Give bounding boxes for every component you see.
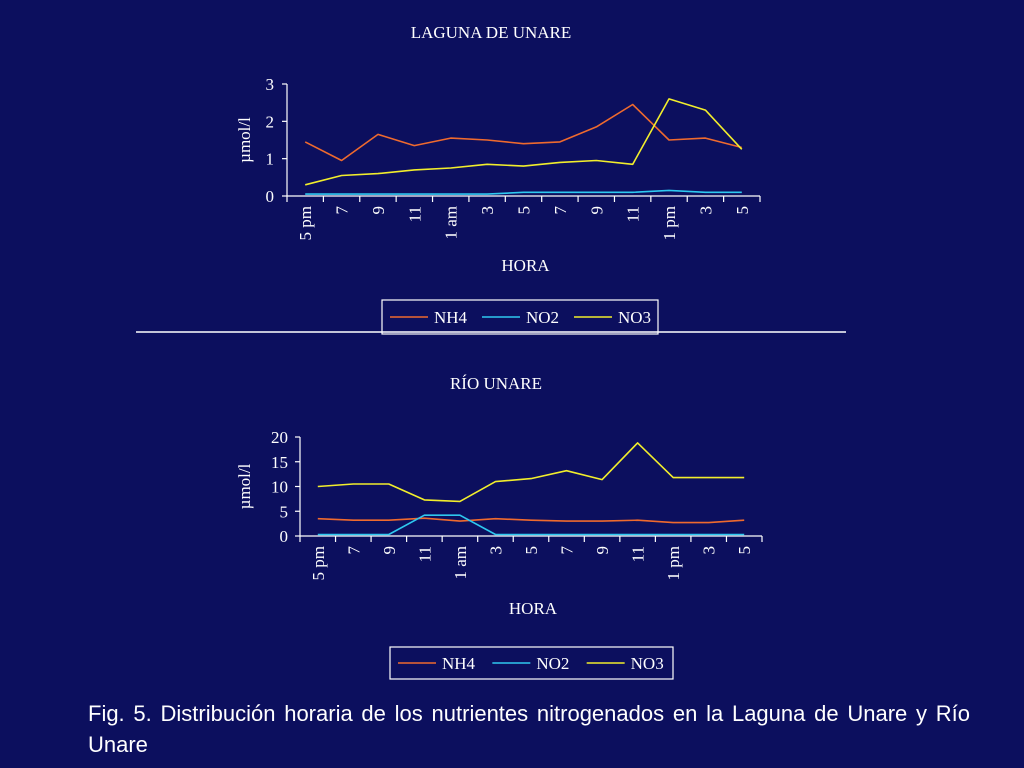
laguna-series-no2-line bbox=[305, 189, 742, 195]
laguna-x-tick-label: 3 bbox=[478, 206, 497, 215]
laguna-y-axis-label: µmol/l bbox=[235, 117, 254, 163]
laguna-x-tick-label: 3 bbox=[696, 206, 715, 215]
rio-x-tick-label: 9 bbox=[593, 546, 612, 555]
rio-x-tick-label: 3 bbox=[700, 546, 719, 555]
rio-x-tick-label: 11 bbox=[415, 546, 434, 562]
laguna-series-no3-line bbox=[305, 98, 743, 186]
laguna-x-tick-label: 5 pm bbox=[296, 206, 315, 240]
rio-y-axis-label: µmol/l bbox=[235, 463, 254, 509]
laguna-chart-title: LAGUNA DE UNARE bbox=[411, 23, 572, 42]
rio-y-tick-label: 20 bbox=[271, 428, 288, 447]
rio-legend-box bbox=[389, 646, 674, 680]
laguna-legend-box bbox=[381, 299, 659, 335]
laguna-x-tick-label: 5 bbox=[733, 206, 752, 215]
rio-series-nh4-line bbox=[317, 517, 745, 524]
rio-y-tick-label: 0 bbox=[280, 527, 289, 546]
laguna-x-tick-label: 5 bbox=[515, 206, 534, 215]
laguna-series-nh4-line bbox=[304, 103, 743, 162]
laguna-legend-label-nh4: NH4 bbox=[434, 308, 468, 327]
rio-x-tick-label: 3 bbox=[486, 546, 505, 555]
rio-y-tick-label: 5 bbox=[280, 502, 289, 521]
rio-x-tick-label: 9 bbox=[380, 546, 399, 555]
rio-y-tick-label: 10 bbox=[271, 478, 288, 497]
figure-caption: Fig. 5. Distribución horaria de los nutr… bbox=[88, 701, 970, 757]
laguna-x-tick-label: 1 am bbox=[442, 206, 461, 240]
laguna-legend-label-no2: NO2 bbox=[526, 308, 559, 327]
laguna-x-tick-label: 1 pm bbox=[660, 206, 679, 240]
laguna-legend-label-no3: NO3 bbox=[618, 308, 651, 327]
laguna-x-tick-label: 7 bbox=[333, 206, 352, 215]
laguna-x-tick-label: 11 bbox=[624, 206, 643, 222]
laguna-y-tick-label: 0 bbox=[266, 187, 275, 206]
rio-legend-label-nh4: NH4 bbox=[442, 654, 476, 673]
rio-x-tick-label: 7 bbox=[558, 546, 577, 555]
laguna-y-tick-label: 3 bbox=[266, 75, 275, 94]
rio-x-tick-label: 5 bbox=[735, 546, 754, 555]
laguna-x-tick-label: 11 bbox=[405, 206, 424, 222]
rio-x-tick-label: 1 am bbox=[451, 546, 470, 580]
laguna-x-tick-label: 7 bbox=[551, 206, 570, 215]
charts-figure: LAGUNA DE UNARE 0 1 2 3 µmol/l 5 pm 7 9 11 1 am 3 5 7… bbox=[136, 23, 846, 680]
rio-x-tick-label: 7 bbox=[344, 546, 363, 555]
rio-x-tick-label: 1 pm bbox=[664, 546, 683, 580]
rio-chart-title: RÍO UNARE bbox=[450, 374, 542, 393]
rio-x-axis-label: HORA bbox=[509, 599, 558, 618]
laguna-y-tick-label: 1 bbox=[266, 150, 275, 169]
rio-y-tick-label: 15 bbox=[271, 453, 288, 472]
rio-x-tick-label: 11 bbox=[629, 546, 648, 562]
rio-legend-label-no3: NO3 bbox=[631, 654, 664, 673]
laguna-x-tick-label: 9 bbox=[369, 206, 388, 215]
laguna-x-axis-label: HORA bbox=[501, 256, 550, 275]
rio-legend-label-no2: NO2 bbox=[536, 654, 569, 673]
laguna-x-tick-label: 9 bbox=[587, 206, 606, 215]
rio-series-no2-line bbox=[317, 514, 745, 536]
laguna-y-tick-label: 2 bbox=[266, 112, 275, 131]
rio-x-tick-label: 5 bbox=[522, 546, 541, 555]
rio-x-tick-label: 5 pm bbox=[309, 546, 328, 580]
rio-series-no3-line bbox=[317, 442, 745, 503]
